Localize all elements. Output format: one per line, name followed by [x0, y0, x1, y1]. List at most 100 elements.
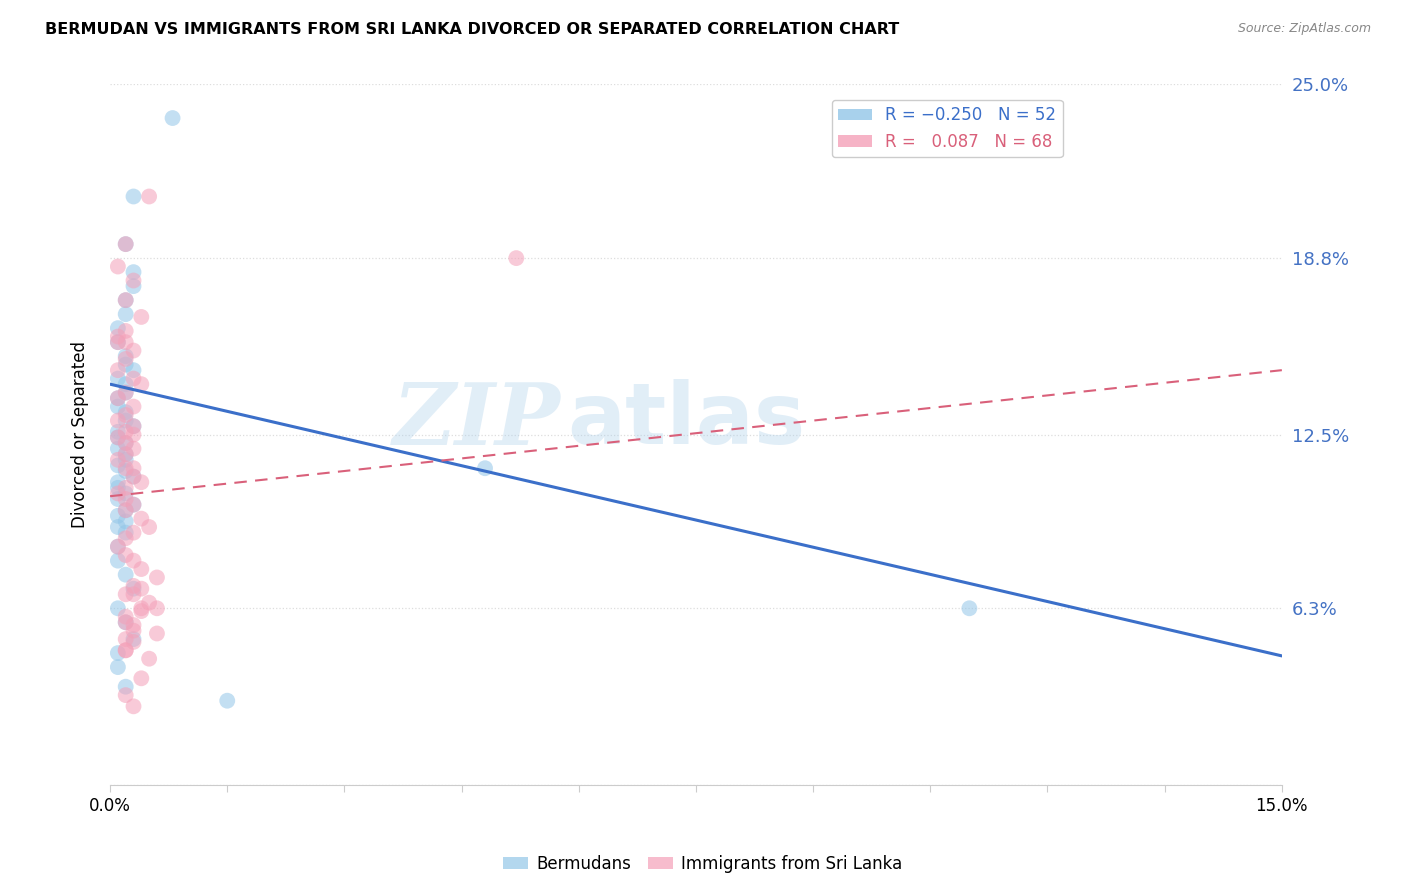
Point: [114, 688, 136, 702]
Point: [122, 618, 145, 632]
Point: [114, 464, 136, 478]
Point: [114, 351, 136, 366]
Point: [107, 475, 129, 490]
Point: [107, 321, 129, 335]
Point: [107, 260, 129, 274]
Y-axis label: Divorced or Separated: Divorced or Separated: [72, 341, 89, 528]
Point: [114, 385, 136, 400]
Point: [114, 447, 136, 461]
Point: [138, 596, 160, 610]
Point: [122, 699, 145, 714]
Point: [114, 293, 136, 307]
Point: [131, 604, 153, 618]
Point: [122, 400, 145, 414]
Point: [107, 400, 129, 414]
Point: [114, 680, 136, 694]
Point: [114, 615, 136, 630]
Point: [107, 425, 129, 439]
Point: [114, 237, 136, 252]
Text: ZIP: ZIP: [394, 379, 561, 462]
Point: [114, 481, 136, 495]
Point: [107, 554, 129, 568]
Point: [122, 461, 145, 475]
Point: [114, 632, 136, 646]
Point: [107, 660, 129, 674]
Point: [114, 503, 136, 517]
Point: [114, 503, 136, 517]
Point: [107, 486, 129, 500]
Point: [107, 646, 129, 660]
Point: [114, 643, 136, 657]
Point: [107, 458, 129, 473]
Point: [107, 508, 129, 523]
Point: [146, 570, 169, 584]
Point: [107, 452, 129, 467]
Point: [122, 273, 145, 287]
Point: [107, 371, 129, 385]
Point: [146, 626, 169, 640]
Point: [114, 447, 136, 461]
Point: [107, 491, 129, 506]
Point: [122, 469, 145, 483]
Point: [131, 475, 153, 490]
Point: [114, 293, 136, 307]
Point: [114, 408, 136, 422]
Point: [122, 419, 145, 434]
Point: [114, 548, 136, 562]
Point: [107, 540, 129, 554]
Point: [114, 461, 136, 475]
Point: [107, 481, 129, 495]
Point: [138, 520, 160, 534]
Point: [107, 335, 129, 350]
Point: [114, 425, 136, 439]
Point: [114, 587, 136, 601]
Point: [122, 498, 145, 512]
Point: [122, 525, 145, 540]
Point: [114, 307, 136, 321]
Point: [114, 531, 136, 545]
Point: [114, 349, 136, 363]
Point: [122, 498, 145, 512]
Point: [122, 343, 145, 358]
Point: [122, 427, 145, 442]
Point: [114, 525, 136, 540]
Point: [114, 643, 136, 657]
Point: [131, 562, 153, 576]
Point: [114, 385, 136, 400]
Point: [122, 469, 145, 483]
Point: [131, 511, 153, 525]
Point: [107, 335, 129, 350]
Point: [114, 358, 136, 372]
Point: [114, 335, 136, 350]
Point: [107, 520, 129, 534]
Legend: R = −0.250   N = 52, R =   0.087   N = 68: R = −0.250 N = 52, R = 0.087 N = 68: [831, 100, 1063, 158]
Point: [162, 111, 184, 125]
Point: [122, 554, 145, 568]
Point: [114, 324, 136, 338]
Point: [131, 377, 153, 392]
Point: [122, 265, 145, 279]
Point: [131, 582, 153, 596]
Point: [122, 582, 145, 596]
Point: [114, 609, 136, 624]
Point: [114, 491, 136, 506]
Point: [107, 329, 129, 343]
Point: [131, 310, 153, 324]
Point: [107, 430, 129, 444]
Point: [122, 579, 145, 593]
Point: [107, 540, 129, 554]
Point: [474, 461, 496, 475]
Point: [107, 601, 129, 615]
Point: [131, 601, 153, 615]
Point: [122, 624, 145, 638]
Point: [114, 377, 136, 392]
Point: [122, 442, 145, 456]
Point: [107, 414, 129, 428]
Point: [114, 567, 136, 582]
Point: [217, 694, 239, 708]
Point: [122, 279, 145, 293]
Text: BERMUDAN VS IMMIGRANTS FROM SRI LANKA DIVORCED OR SEPARATED CORRELATION CHART: BERMUDAN VS IMMIGRANTS FROM SRI LANKA DI…: [45, 22, 900, 37]
Point: [107, 363, 129, 377]
Point: [131, 671, 153, 685]
Point: [122, 587, 145, 601]
